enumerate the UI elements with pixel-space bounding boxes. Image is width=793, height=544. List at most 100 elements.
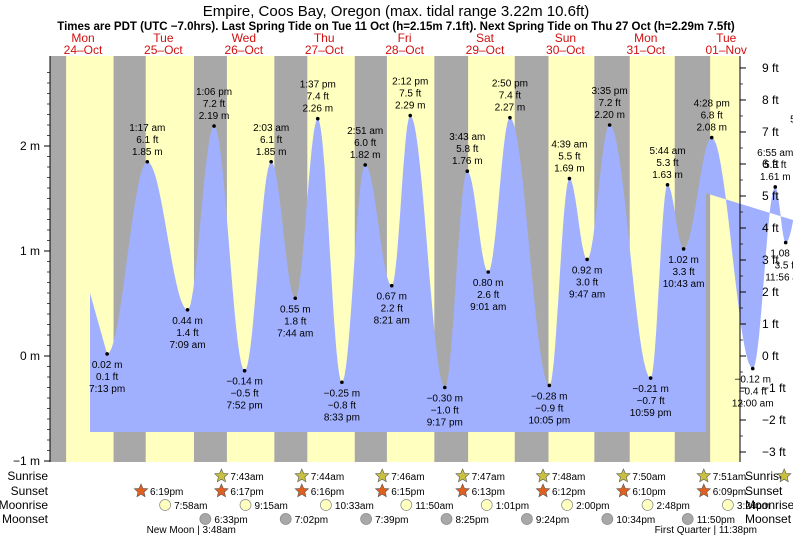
tide-label-line: 2.19 m xyxy=(199,111,230,122)
sunset-icon xyxy=(456,484,469,497)
sunrise-time: 7:47am xyxy=(472,472,505,483)
sunset-icon xyxy=(295,484,308,497)
tide-label-line: −0.21 m xyxy=(632,384,668,395)
tide-label-line: −0.30 m xyxy=(427,394,463,405)
sunset-time: 6:16pm xyxy=(311,487,344,498)
sunrise-time: 7:50am xyxy=(632,472,665,483)
tide-point xyxy=(508,116,512,120)
moonrise-icon xyxy=(562,500,573,511)
tide-label-line: 1.76 m xyxy=(452,156,483,167)
tide-label-line: 7.4 ft xyxy=(499,91,521,102)
day-labels: Mon24–OctTue25–OctWed26–OctThu27–OctFri2… xyxy=(64,31,747,57)
tide-label-line: 10:59 pm xyxy=(630,408,672,419)
day-date: 31–Oct xyxy=(626,43,665,57)
moonset-time: 7:39pm xyxy=(375,515,408,526)
tide-point xyxy=(548,384,552,388)
tide-point xyxy=(269,160,273,164)
tide-label-line: 2.27 m xyxy=(495,103,526,114)
row-label-right: Moonset xyxy=(745,512,792,526)
moonset-icon xyxy=(200,514,211,525)
y-right-tick-label: 9 ft xyxy=(762,61,779,75)
sunrise-time: 7:51am xyxy=(713,472,746,483)
tide-label-line: 7.5 ft xyxy=(399,89,421,100)
row-label-right: Sunset xyxy=(745,484,783,498)
moonset-time: 7:02pm xyxy=(295,515,328,526)
tide-point xyxy=(486,270,490,274)
tide-label-line: 0.67 m xyxy=(376,292,407,303)
sunrise-icon xyxy=(697,469,710,482)
tide-label-line: 7:09 am xyxy=(169,340,205,351)
moonrise-icon xyxy=(160,500,171,511)
tide-label-line: 1:37 pm xyxy=(300,80,336,91)
row-label-left: Sunrise xyxy=(7,469,48,483)
y-left-tick-label: 1 m xyxy=(20,244,40,258)
tide-label-line: 1.63 m xyxy=(652,170,683,181)
tide-label-line: 3.5 ft xyxy=(775,261,793,272)
y-right-tick-label: 0 ft xyxy=(762,349,779,363)
y-right-tick-label: −2 ft xyxy=(762,413,786,427)
tide-label-line: 10:05 pm xyxy=(528,415,570,426)
sunset-time: 6:19pm xyxy=(150,487,183,498)
tide-label-line: 1.02 m xyxy=(668,255,699,266)
sunrise-icon xyxy=(295,469,308,482)
sunrise-icon xyxy=(617,469,630,482)
tide-label-line: 1.85 m xyxy=(132,147,163,158)
sunset-time: 6:09pm xyxy=(713,487,746,498)
moonrise-time: 11:50am xyxy=(415,501,453,512)
moonrise-icon xyxy=(722,500,733,511)
moonrise-time: 9:15am xyxy=(255,501,288,512)
tide-label-line: 0.1 ft xyxy=(96,372,118,383)
day-date: 30–Oct xyxy=(546,43,585,57)
moonset-icon xyxy=(682,514,693,525)
chart-title: Empire, Coos Bay, Oregon (max. tidal ran… xyxy=(203,3,590,20)
moonset-icon xyxy=(280,514,291,525)
tide-label-line: 1.08 m xyxy=(770,249,793,260)
tide-label-line: −0.7 ft xyxy=(637,396,665,407)
tide-label-line: 5.3 ft xyxy=(764,160,786,171)
tide-label-line: 5.8 ft xyxy=(456,144,478,155)
sunset-time: 6:15pm xyxy=(391,487,424,498)
tide-label-line: 8:21 am xyxy=(374,316,410,327)
tide-label-line: 0.44 m xyxy=(172,316,203,327)
moonset-time: 8:25pm xyxy=(456,515,489,526)
tide-label-line: 1:17 am xyxy=(129,123,165,134)
moonset-icon xyxy=(361,514,372,525)
y-right-tick-label: 7 ft xyxy=(762,125,779,139)
sunrise-icon xyxy=(456,469,469,482)
sunrise-icon xyxy=(536,469,549,482)
tide-label-line: 7.2 ft xyxy=(203,99,225,110)
night-band xyxy=(50,56,66,462)
day-date: 01–Nov xyxy=(706,43,747,57)
sunrise-time: 7:44am xyxy=(311,472,344,483)
tide-label-line: 6.1 ft xyxy=(136,135,158,146)
y-left-tick-label: 2 m xyxy=(20,139,40,153)
sunset-time: 6:13pm xyxy=(472,487,505,498)
tide-point xyxy=(293,296,297,300)
tide-label-line: 1:06 pm xyxy=(196,87,232,98)
sunrise-time: 7:46am xyxy=(391,472,424,483)
tide-point xyxy=(466,169,470,173)
tide-label-line: 5.5 ft xyxy=(558,152,580,163)
tide-label-line: 7.4 ft xyxy=(307,92,329,103)
tide-label-line: 1.82 m xyxy=(350,150,381,161)
tide-label-line: −0.5 ft xyxy=(231,389,259,400)
moonrise-time: 2:48pm xyxy=(657,501,690,512)
y-left-tick-label: −1 m xyxy=(13,454,40,468)
tide-label-line: 6.1 ft xyxy=(260,135,282,146)
tide-label-line: −0.9 ft xyxy=(535,403,563,414)
tide-label-line: −0.28 m xyxy=(531,391,567,402)
tide-label-line: 3.0 ft xyxy=(576,277,598,288)
tide-label-line: 0.02 m xyxy=(92,360,123,371)
tide-label-line: −0.8 ft xyxy=(328,400,356,411)
sunset-icon xyxy=(697,484,710,497)
tide-point xyxy=(340,380,344,384)
tide-label-line: 1.4 ft xyxy=(176,328,198,339)
tide-point xyxy=(568,177,572,181)
tide-label-line: −0.4 ft xyxy=(739,387,767,398)
tide-label-line: 2:12 pm xyxy=(392,77,428,88)
moonrise-time: 2:00pm xyxy=(576,501,609,512)
tide-label-line: 11:56 am xyxy=(765,273,793,284)
